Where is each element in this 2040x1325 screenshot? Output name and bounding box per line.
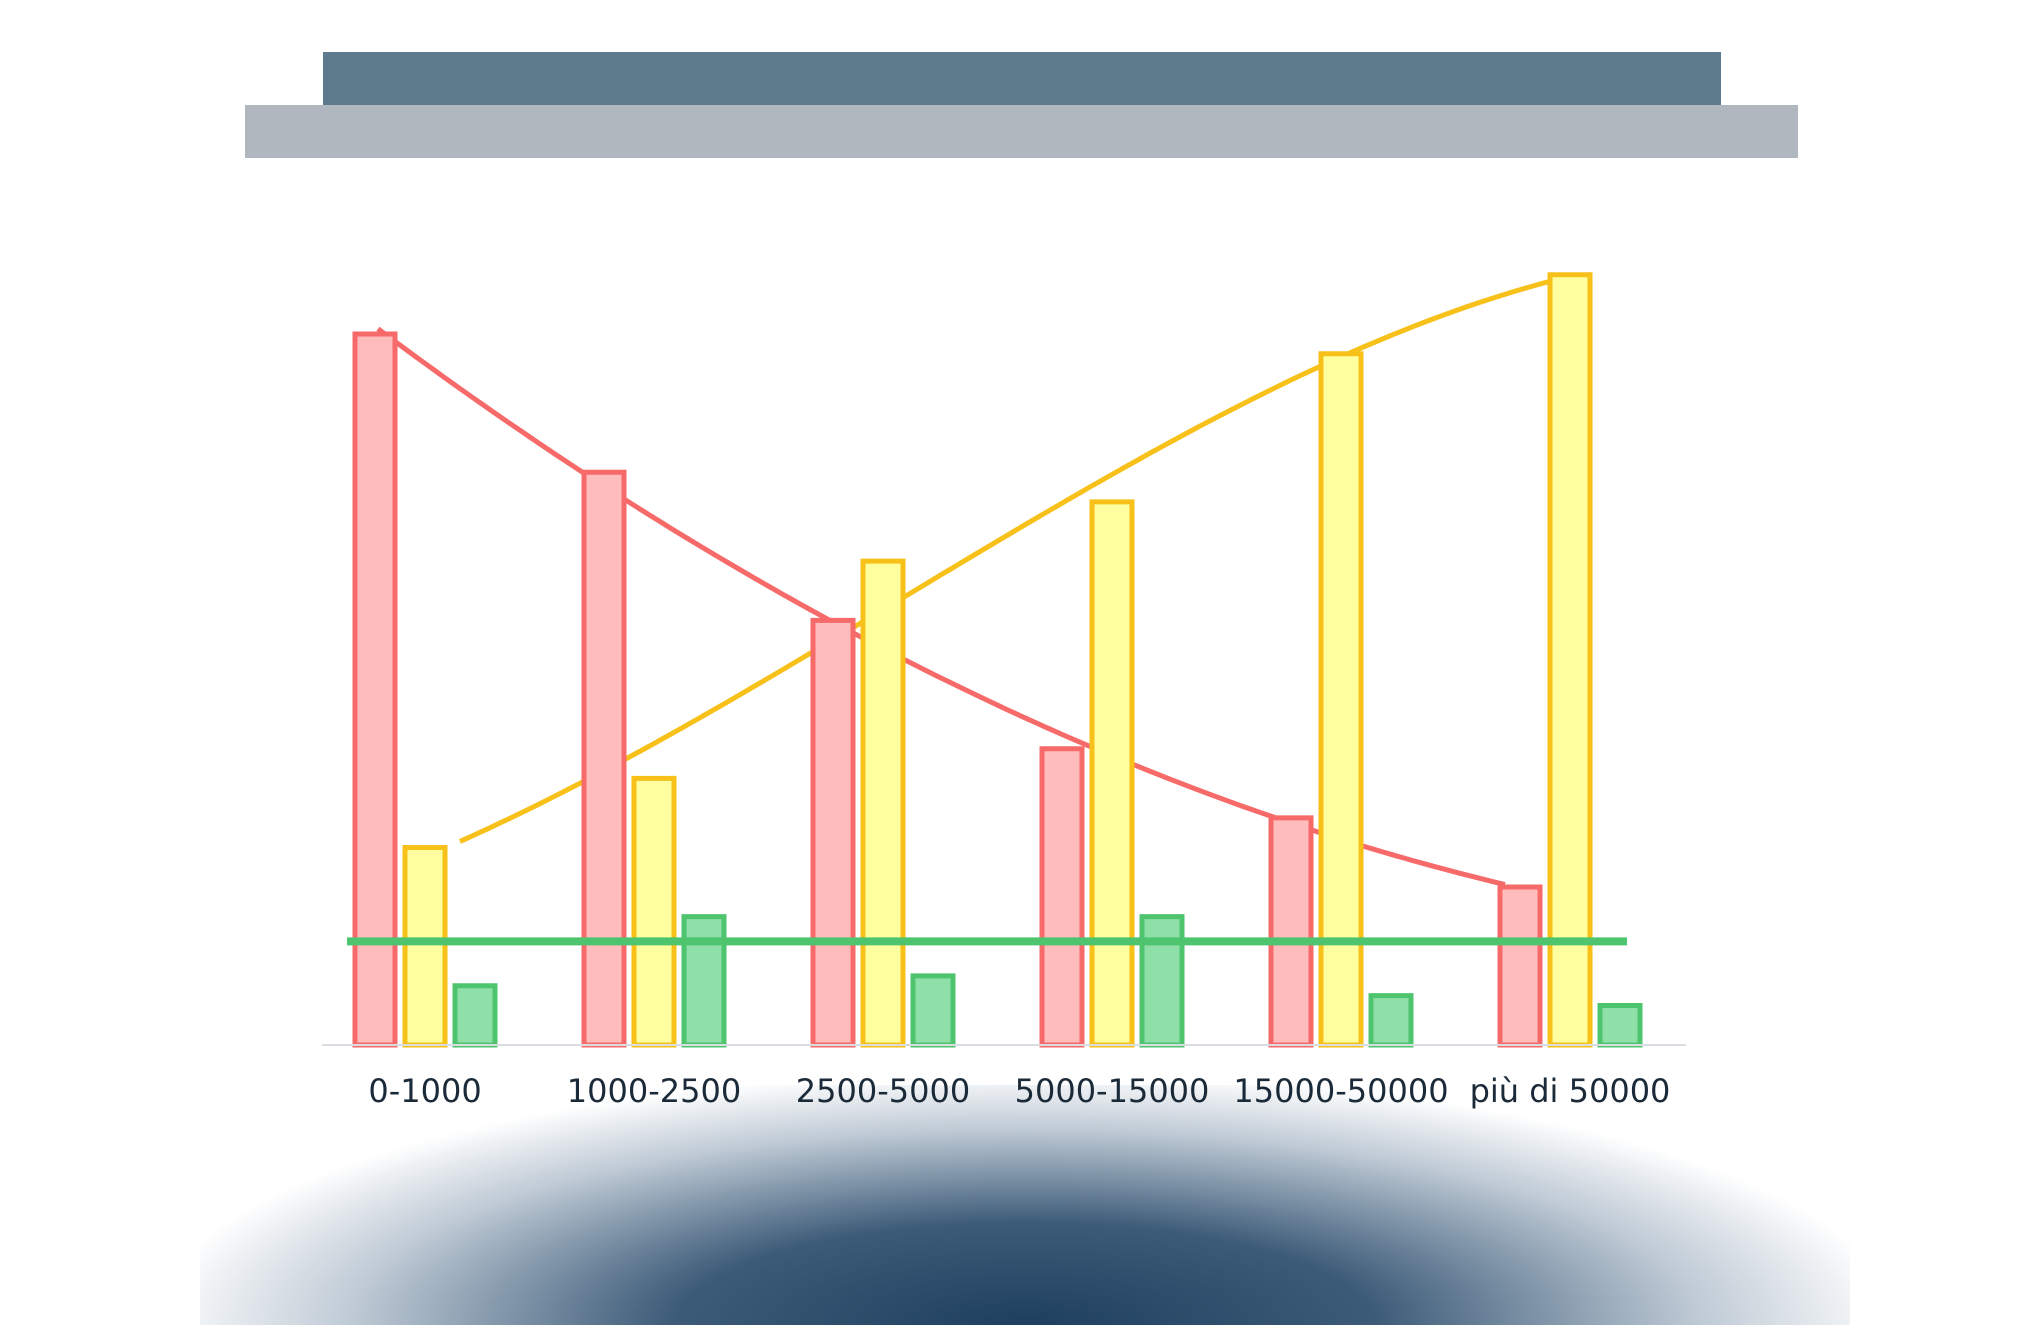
- bar-series3-1000-2500: [681, 914, 727, 1048]
- bar-series1-più di 50000: [1497, 884, 1543, 1048]
- bar-chart: 0-1000 1000-2500 2500-5000 5000-15000 15000-…: [322, 272, 1686, 1110]
- bar-series1-5000-15000: [1039, 746, 1085, 1048]
- x-tick-label: più di 50000: [1470, 1072, 1671, 1110]
- bar-series2-più di 50000: [1547, 272, 1593, 1048]
- bar-series3-15000-50000: [1368, 993, 1414, 1048]
- bars: [352, 272, 1643, 1048]
- bar-series1-1000-2500: [581, 469, 627, 1048]
- x-tick-label: 2500-5000: [796, 1072, 970, 1110]
- bar-series2-15000-50000: [1318, 351, 1364, 1048]
- trendline-series2: [458, 273, 1571, 844]
- bar-series2-2500-5000: [860, 558, 906, 1048]
- x-tick-label: 15000-50000: [1233, 1072, 1448, 1110]
- bar-series2-0-1000: [402, 845, 448, 1048]
- bar-series1-15000-50000: [1268, 815, 1314, 1048]
- trendline-series1: [376, 326, 1506, 887]
- bar-series3-5000-15000: [1139, 914, 1185, 1048]
- bar-series3-più di 50000: [1597, 1003, 1643, 1048]
- bar-series3-2500-5000: [910, 973, 956, 1048]
- header-banner-top: [323, 52, 1721, 105]
- x-tick-label: 1000-2500: [567, 1072, 741, 1110]
- trendlines: [376, 273, 1571, 887]
- bar-series3-0-1000: [452, 983, 498, 1048]
- x-tick-label: 0-1000: [368, 1072, 481, 1110]
- x-axis-tick-labels: 0-1000 1000-2500 2500-5000 5000-15000 15000-…: [368, 1072, 1670, 1110]
- bar-series1-2500-5000: [810, 617, 856, 1048]
- bar-series1-0-1000: [352, 331, 398, 1048]
- bar-series2-5000-15000: [1089, 499, 1135, 1048]
- bar-series2-1000-2500: [631, 775, 677, 1048]
- header-banner-bottom: [245, 105, 1798, 158]
- x-tick-label: 5000-15000: [1015, 1072, 1210, 1110]
